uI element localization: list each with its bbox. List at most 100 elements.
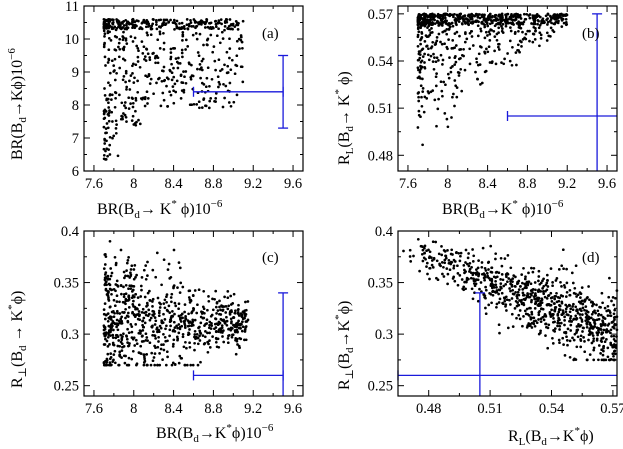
scatter-point: [107, 48, 111, 52]
scatter-point: [600, 348, 603, 352]
scatter-point: [426, 21, 430, 24]
scatter-point: [428, 277, 431, 281]
scatter-point: [187, 312, 190, 316]
scatter-point: [532, 18, 536, 22]
scatter-point: [489, 292, 493, 296]
scatter-point: [427, 58, 431, 62]
scatter-point: [517, 29, 520, 33]
scatter-point: [454, 55, 457, 58]
scatter-point: [445, 28, 449, 31]
scatter-point: [522, 12, 526, 16]
scatter-point: [200, 21, 203, 25]
scatter-point: [475, 270, 479, 274]
x-tick-label: 9.2: [244, 401, 262, 417]
scatter-point: [553, 308, 556, 312]
scatter-point: [590, 341, 594, 345]
scatter-point: [106, 274, 110, 278]
scatter-point: [117, 55, 121, 59]
scatter-point: [536, 22, 539, 26]
scatter-point: [588, 322, 592, 326]
scatter-point: [528, 16, 532, 20]
scatter-point: [544, 14, 548, 18]
scatter-point: [133, 344, 137, 347]
scatter-point: [103, 139, 107, 142]
scatter-point: [576, 293, 580, 297]
scatter-point: [471, 273, 475, 277]
scatter-point: [123, 361, 127, 365]
scatter-point: [103, 108, 107, 112]
scatter-point: [172, 342, 175, 346]
scatter-point: [525, 307, 529, 311]
scatter-point: [149, 33, 153, 37]
scatter-point: [162, 343, 165, 346]
scatter-point: [437, 32, 441, 36]
x-tick-label: 8.4: [479, 176, 498, 192]
scatter-point: [515, 22, 519, 25]
scatter-point: [112, 70, 116, 73]
scatter-point: [171, 85, 175, 88]
scatter-point: [220, 324, 224, 327]
scatter-point: [591, 334, 595, 337]
scatter-point: [232, 292, 236, 296]
scatter-point: [546, 279, 549, 282]
scatter-point: [589, 300, 593, 304]
scatter-point: [192, 25, 195, 28]
scatter-point: [499, 18, 502, 22]
scatter-point: [418, 68, 422, 72]
scatter-point: [484, 285, 487, 289]
scatter-point: [118, 350, 122, 354]
scatter-point: [209, 33, 213, 37]
scatter-point: [561, 294, 565, 298]
scatter-point: [500, 61, 503, 64]
scatter-point: [113, 105, 117, 109]
scatter-point: [109, 352, 113, 355]
scatter-point: [171, 315, 175, 318]
scatter-point: [190, 63, 193, 67]
scatter-point: [172, 18, 176, 22]
scatter-point: [455, 30, 459, 34]
scatter-point: [206, 350, 210, 354]
scatter-point: [226, 27, 229, 30]
scatter-point: [575, 295, 578, 298]
scatter-point: [508, 287, 511, 290]
scatter-point: [528, 295, 532, 299]
scatter-point: [416, 44, 420, 48]
scatter-point: [211, 335, 214, 338]
x-tick-label: 9.6: [598, 176, 616, 192]
scatter-point: [483, 70, 487, 74]
scatter-point: [171, 345, 175, 348]
scatter-point: [500, 264, 504, 268]
y-tick-label: 0.25: [368, 379, 393, 395]
scatter-point: [119, 317, 123, 321]
scatter-point: [141, 96, 145, 100]
scatter-point: [568, 293, 572, 297]
scatter-point: [493, 49, 496, 53]
scatter-point: [532, 266, 536, 270]
y-tick-label: 8: [72, 98, 79, 114]
scatter-point: [428, 28, 431, 32]
scatter-point: [124, 69, 128, 73]
scatter-point: [569, 307, 573, 311]
scatter-point: [519, 285, 522, 288]
scatter-point: [163, 306, 167, 310]
scatter-point: [431, 22, 435, 25]
scatter-point: [613, 308, 617, 312]
scatter-point: [132, 123, 136, 126]
scatter-point: [521, 291, 525, 295]
scatter-point: [152, 330, 155, 333]
scatter-point: [538, 309, 541, 313]
scatter-point: [112, 328, 115, 332]
scatter-point: [111, 320, 115, 323]
scatter-point: [217, 85, 220, 89]
scatter-point: [173, 21, 176, 25]
scatter-point: [233, 72, 237, 76]
scatter-point: [581, 330, 584, 333]
scatter-point: [423, 61, 426, 64]
scatter-point: [579, 334, 583, 338]
scatter-point: [172, 101, 176, 105]
scatter-point: [151, 300, 154, 303]
scatter-point: [421, 87, 425, 90]
scatter-point: [450, 21, 454, 25]
scatter-point: [196, 51, 200, 54]
scatter-point: [555, 291, 558, 295]
